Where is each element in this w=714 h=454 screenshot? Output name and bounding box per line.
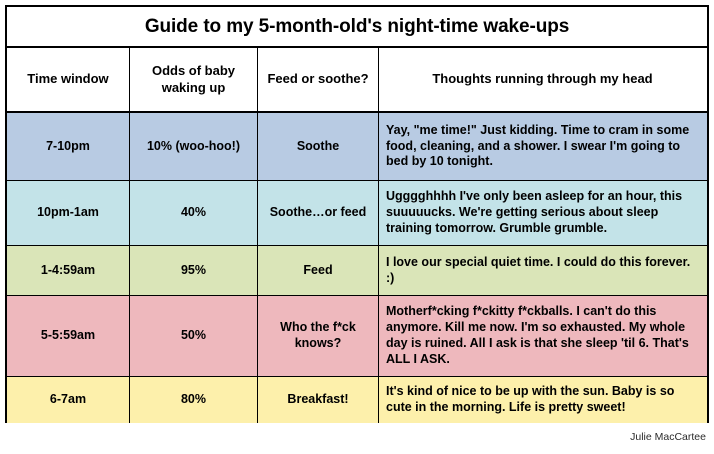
cell-feed-or-soothe: Soothe [258, 113, 379, 180]
table-row: 10pm-1am 40% Soothe…or feed Ugggghhhh I'… [7, 181, 707, 246]
cell-odds: 40% [130, 181, 258, 245]
cell-odds: 95% [130, 246, 258, 295]
cell-odds: 10% (woo-hoo!) [130, 113, 258, 180]
cell-odds: 50% [130, 296, 258, 376]
cell-time-window: 6-7am [7, 377, 130, 423]
wake-up-guide-table: Guide to my 5-month-old's night-time wak… [5, 5, 709, 423]
cell-feed-or-soothe: Who the f*ck knows? [258, 296, 379, 376]
cell-time-window: 1-4:59am [7, 246, 130, 295]
cell-time-window: 5-5:59am [7, 296, 130, 376]
page-title: Guide to my 5-month-old's night-time wak… [144, 15, 570, 37]
cell-odds: 80% [130, 377, 258, 423]
cell-feed-or-soothe: Soothe…or feed [258, 181, 379, 245]
cell-thoughts: I love our special quiet time. I could d… [386, 254, 691, 285]
table-header-row: Time window Odds of baby waking up Feed … [7, 48, 707, 113]
cell-feed-or-soothe: Feed [258, 246, 379, 295]
table-row: 1-4:59am 95% Feed I love our special qui… [7, 246, 707, 296]
column-header-time-window: Time window [7, 48, 130, 111]
table-title-band: Guide to my 5-month-old's night-time wak… [7, 7, 707, 48]
column-header-feed-or-soothe: Feed or soothe? [258, 48, 379, 111]
table-row: 6-7am 80% Breakfast! It's kind of nice t… [7, 377, 707, 423]
cell-feed-or-soothe: Breakfast! [258, 377, 379, 423]
cell-time-window: 10pm-1am [7, 181, 130, 245]
author-credit: Julie MacCartee [630, 431, 706, 443]
cell-time-window: 7-10pm [7, 113, 130, 180]
table-row: 7-10pm 10% (woo-hoo!) Soothe Yay, "me ti… [7, 113, 707, 181]
cell-thoughts: Yay, "me time!" Just kidding. Time to cr… [386, 122, 690, 169]
column-header-odds: Odds of baby waking up [130, 48, 258, 111]
column-header-thoughts: Thoughts running through my head [432, 71, 653, 87]
table-row: 5-5:59am 50% Who the f*ck knows? Motherf… [7, 296, 707, 377]
cell-thoughts: It's kind of nice to be up with the sun.… [386, 384, 675, 414]
cell-thoughts: Ugggghhhh I've only been asleep for an h… [386, 189, 683, 235]
cell-thoughts: Motherf*cking f*ckitty f*ckballs. I can'… [386, 304, 689, 366]
